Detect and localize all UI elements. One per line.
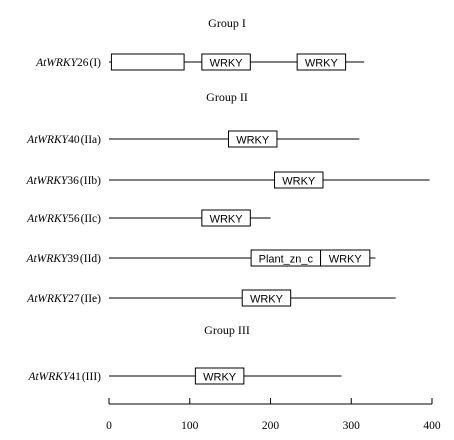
x-axis-tick-label: 300: [343, 420, 361, 432]
protein-row: AtWRKY39(IId) Plant_zn_c WRKY: [26, 249, 376, 267]
gene-name: AtWRKY: [26, 253, 69, 265]
domain-label: WRKY: [329, 254, 363, 266]
gene-class: (IId): [80, 253, 101, 265]
protein-row: AtWRKY56(IIc) WRKY: [26, 209, 271, 227]
gene-number: 56: [68, 213, 80, 225]
gene-name: AtWRKY: [26, 293, 69, 305]
gene-class: (III): [82, 371, 101, 383]
gene-number: 41: [69, 371, 81, 383]
group-title: Group II: [206, 90, 248, 104]
gene-class: (IIa): [81, 134, 102, 146]
x-axis-tick-label: 200: [262, 420, 280, 432]
gene-class: (IIc): [81, 213, 102, 225]
domain-label: WRKY: [210, 214, 244, 226]
domain-label: WRKY: [210, 58, 244, 70]
domain-rect: [201, 53, 251, 71]
domain-box: WRKY: [194, 367, 245, 385]
domain-box: Plant_zn_c: [250, 249, 322, 267]
gene-name: AtWRKY: [26, 175, 69, 187]
domain-box: WRKY: [320, 249, 371, 267]
protein-label: AtWRKY39(IId): [26, 253, 102, 265]
protein-label: AtWRKY27(IIe): [26, 293, 101, 305]
gene-number: 39: [67, 253, 79, 265]
gene-class: (IIe): [81, 293, 102, 305]
protein-label: AtWRKY40(IIa): [26, 134, 101, 146]
domain-rect: [274, 171, 324, 189]
domain-rect: [320, 249, 371, 267]
domain-rect: [228, 130, 278, 148]
domain-box: WRKY: [274, 171, 324, 189]
domain-box: [110, 53, 185, 71]
gene-name: AtWRKY: [35, 57, 78, 69]
gene-name: AtWRKY: [26, 213, 69, 225]
x-axis-tick-label: 0: [106, 420, 112, 432]
protein-label: AtWRKY36(IIb): [26, 175, 102, 187]
domain-label: WRKY: [236, 135, 270, 147]
gene-number: 26: [77, 57, 89, 69]
domain-label: WRKY: [250, 294, 284, 306]
protein-label: AtWRKY26(I): [35, 57, 101, 69]
domain-box: WRKY: [296, 53, 347, 71]
domain-rect: [201, 209, 251, 227]
domain-label: WRKY: [282, 176, 316, 188]
protein-row: AtWRKY27(IIe) WRKY: [26, 289, 396, 307]
protein-row: AtWRKY41(III) WRKY: [27, 367, 342, 385]
protein-row: AtWRKY40(IIa) WRKY: [26, 130, 360, 148]
domain-box: WRKY: [201, 209, 251, 227]
domain-label: WRKY: [305, 58, 339, 70]
gene-class: (I): [90, 57, 102, 69]
domain-rect: [110, 53, 185, 71]
domain-box: WRKY: [241, 289, 292, 307]
protein-row: AtWRKY26(I) WRKY WRKY: [35, 53, 365, 71]
x-axis-tick-label: 400: [423, 420, 441, 432]
domain-box: WRKY: [201, 53, 251, 71]
domain-box: WRKY: [228, 130, 278, 148]
gene-number: 40: [68, 134, 80, 146]
protein-label: AtWRKY56(IIc): [26, 213, 101, 225]
domain-rect: [296, 53, 347, 71]
group-title: Group I: [208, 16, 246, 30]
group-title: Group III: [204, 323, 250, 337]
gene-name: AtWRKY: [27, 371, 70, 383]
gene-class: (IIb): [80, 175, 101, 187]
domain-rect: [194, 367, 245, 385]
protein-label: AtWRKY41(III): [27, 371, 101, 383]
protein-row: AtWRKY36(IIb) WRKY: [26, 171, 430, 189]
domain-rect: [241, 289, 292, 307]
gene-number: 27: [68, 293, 80, 305]
domain-label: WRKY: [203, 372, 237, 384]
domain-label: Plant_zn_c: [259, 254, 314, 266]
gene-number: 36: [67, 175, 79, 187]
x-axis-tick-label: 100: [181, 420, 199, 432]
gene-name: AtWRKY: [26, 134, 69, 146]
